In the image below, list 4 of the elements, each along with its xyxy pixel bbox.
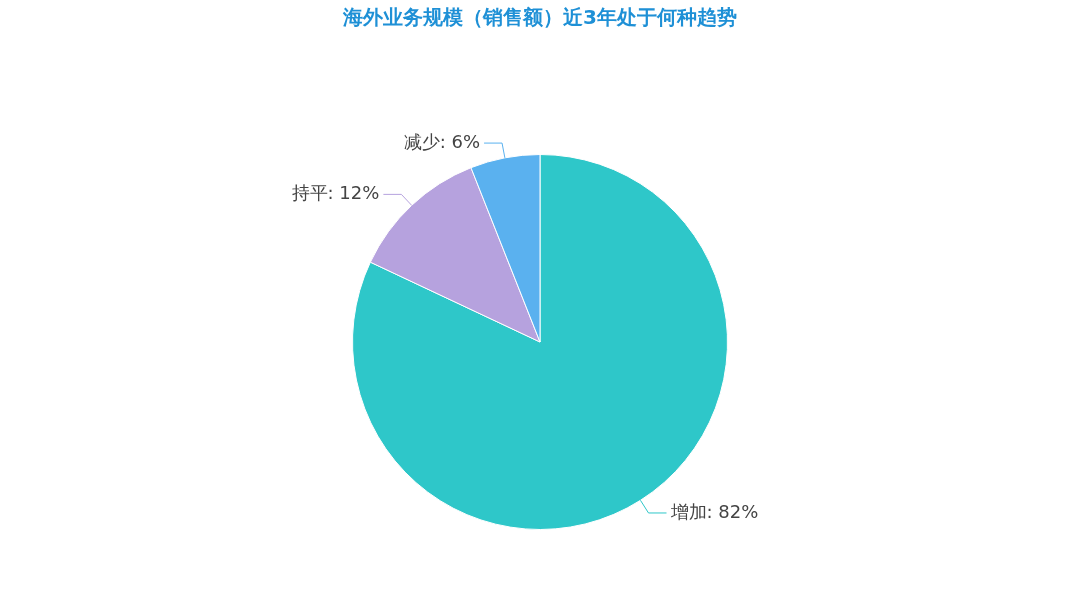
slice-label: 减少: 6% [403,130,481,152]
slice-label: 增加: 82% [669,500,759,522]
slice-label: 持平: 12% [291,182,380,204]
chart-title: 海外业务规模（销售额）近3年处于何种趋势 [342,4,738,31]
